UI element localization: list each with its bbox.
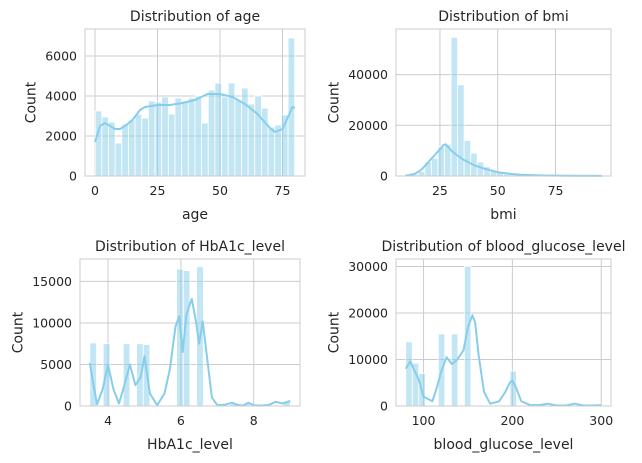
y-tick-label: 10000 <box>348 352 388 367</box>
x-tick-label: 25 <box>150 183 166 198</box>
histogram-bar <box>450 333 459 407</box>
histogram-bar <box>194 95 202 177</box>
histogram-bar <box>254 95 262 177</box>
x-tick-label: 4 <box>104 413 112 428</box>
histogram-bar <box>201 122 209 177</box>
subplot-4: 100 200 300 0 10000 20000 30000 Distribution of… <box>327 239 626 453</box>
kde-line <box>405 143 602 177</box>
y-tick-label: 20000 <box>348 305 388 320</box>
histogram-bar <box>267 126 276 177</box>
y-tick-label: 0 <box>380 169 388 184</box>
histogram-bar <box>114 142 123 177</box>
y-tick-label: 2000 <box>45 129 77 144</box>
y-axis-label: Count <box>327 81 343 123</box>
histogram-bar <box>241 87 249 177</box>
histogram-bar <box>108 121 116 177</box>
histogram-bar <box>136 343 144 407</box>
x-tick-label: 50 <box>490 183 506 198</box>
histogram-bar <box>187 97 196 177</box>
y-axis-label: Count <box>23 81 39 123</box>
histogram-bar <box>214 82 222 177</box>
y-tick-label: 0 <box>69 169 77 184</box>
y-axis-label: Count <box>11 311 27 353</box>
x-tick-label: 6 <box>177 413 185 428</box>
histogram-bar <box>167 113 176 177</box>
x-tick-label: 50 <box>212 183 228 198</box>
subplot-2: 25 50 75 0 20000 40000 Distribution of bmi bmi C… <box>327 9 612 223</box>
x-tick-label: 8 <box>250 413 258 428</box>
histogram-bar <box>101 116 109 177</box>
histogram-bar <box>247 103 256 177</box>
y-tick-label: 5000 <box>40 357 72 372</box>
x-tick-label: 75 <box>548 183 564 198</box>
y-tick-label: 0 <box>64 399 72 414</box>
plot-frame <box>79 258 301 407</box>
kde-line <box>404 314 602 407</box>
y-tick-label: 30000 <box>348 259 388 274</box>
histogram-bar <box>234 99 242 177</box>
x-axis-label: blood_glucose_level <box>434 437 574 453</box>
histogram-bar <box>457 84 465 177</box>
y-tick-label: 0 <box>380 399 388 414</box>
y-axis-label: Count <box>327 311 343 353</box>
plot-area <box>396 29 611 176</box>
plot-area <box>396 259 611 406</box>
y-tick-label: 10000 <box>32 315 72 330</box>
subplot-3: 4 6 8 0 5000 10000 15000 Distribution of HbA1c_… <box>11 239 301 453</box>
x-tick-label: 0 <box>91 183 99 198</box>
x-tick-label: 75 <box>275 183 291 198</box>
histogram-bar <box>141 117 149 177</box>
y-tick-label: 4000 <box>45 89 77 104</box>
histogram-bar <box>128 119 136 177</box>
x-tick-label: 25 <box>432 183 448 198</box>
histogram-bar <box>161 96 169 177</box>
plot-frame <box>84 28 306 177</box>
subplot-1: 0 25 50 75 0 2000 4000 6000 Distribution of age a… <box>23 9 306 223</box>
x-axis-label: HbA1c_level <box>147 437 233 453</box>
histogram-bar <box>94 110 103 177</box>
chart-title: Distribution of age <box>130 9 260 25</box>
kde-line <box>88 297 291 407</box>
x-axis-label: bmi <box>490 207 516 223</box>
histogram-bar <box>147 100 156 177</box>
x-axis-label: age <box>182 207 208 223</box>
histogram-bar <box>181 100 189 177</box>
plot-frame <box>395 258 612 407</box>
histogram-bar <box>174 97 183 177</box>
plot-frame <box>395 28 612 177</box>
chart-title: Distribution of blood_glucose_level <box>382 239 626 255</box>
x-tick-label: 300 <box>589 413 613 428</box>
histogram-bar <box>405 341 413 407</box>
y-tick-label: 40000 <box>348 67 388 82</box>
histogram-bar <box>121 123 129 177</box>
histogram-bar <box>221 96 229 177</box>
chart-title: Distribution of bmi <box>438 9 568 25</box>
y-tick-label: 20000 <box>348 118 388 133</box>
chart-title: Distribution of HbA1c_level <box>95 239 285 255</box>
histogram-bar <box>431 157 439 177</box>
histogram-bar <box>154 101 163 177</box>
histogram-bar <box>463 140 472 177</box>
kde-line <box>94 93 296 143</box>
y-tick-label: 6000 <box>45 49 77 64</box>
histogram-bar <box>176 268 184 407</box>
y-tick-label: 15000 <box>32 274 72 289</box>
x-tick-label: 100 <box>412 413 436 428</box>
histogram-bar <box>134 113 143 177</box>
x-tick-label: 200 <box>500 413 524 428</box>
histogram-bar <box>207 89 216 177</box>
